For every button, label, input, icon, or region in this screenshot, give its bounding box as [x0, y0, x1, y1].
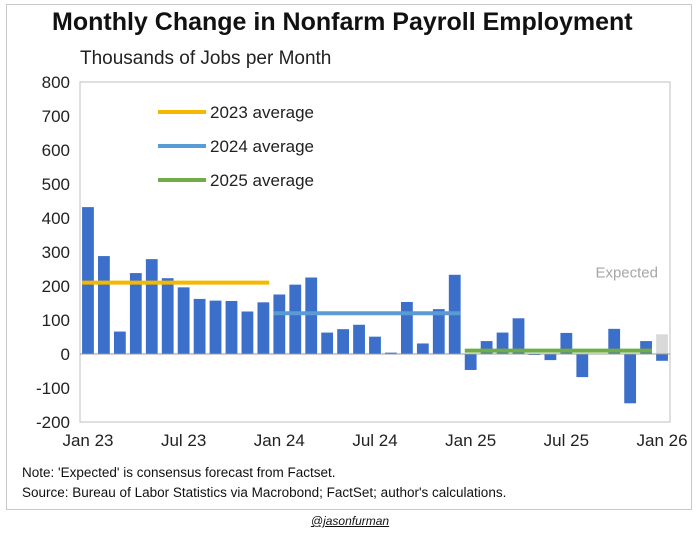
x-tick-label: Jul 24 [352, 431, 397, 450]
y-tick-label: 500 [42, 175, 70, 194]
chart-title: Monthly Change in Nonfarm Payroll Employ… [52, 8, 633, 36]
bar [98, 256, 110, 354]
bar [496, 332, 509, 354]
author-credit[interactable]: @jasonfurman [310, 514, 390, 528]
legend-label: 2024 average [210, 137, 314, 156]
bar [145, 259, 158, 354]
bar [608, 328, 621, 354]
y-tick-label: 700 [42, 107, 70, 126]
y-tick-label: 300 [42, 243, 70, 262]
bar [385, 352, 397, 354]
plot-area-border [79, 81, 671, 423]
bar [337, 329, 350, 354]
y-tick-label: 100 [42, 311, 70, 330]
y-tick-label: -100 [36, 379, 70, 398]
bar [161, 278, 174, 354]
bar [241, 311, 254, 354]
bar [177, 287, 190, 354]
y-tick-label: 600 [42, 141, 70, 160]
bar [560, 332, 573, 354]
bar [544, 354, 557, 361]
bar [480, 341, 493, 354]
bar [353, 324, 365, 354]
x-tick-label: Jan 25 [445, 431, 496, 450]
y-tick-label: 800 [42, 73, 70, 92]
x-tick-label: Jan 24 [254, 431, 305, 450]
bar [369, 336, 381, 354]
bar [576, 354, 589, 378]
chart-frame [6, 4, 692, 510]
bar [512, 318, 525, 354]
bar [82, 207, 94, 354]
note-text: Note: 'Expected' is consensus forecast f… [22, 465, 336, 480]
bar [400, 301, 413, 354]
bar [273, 294, 286, 354]
bar [416, 343, 429, 354]
bar [225, 300, 238, 354]
bar [305, 277, 318, 354]
chart-subtitle: Thousands of Jobs per Month [80, 48, 332, 69]
y-tick-label: -200 [36, 413, 70, 432]
y-tick-label: 0 [61, 345, 70, 364]
x-tick-label: Jan 23 [62, 431, 113, 450]
expected-bar [656, 334, 668, 354]
expected-label: Expected [595, 265, 658, 282]
bar [193, 298, 206, 354]
legend-label: 2023 average [210, 103, 314, 122]
x-tick-label: Jul 23 [161, 431, 206, 450]
bar [464, 354, 477, 370]
bar [321, 332, 334, 354]
bar [129, 273, 142, 354]
y-tick-label: 200 [42, 277, 70, 296]
bar [113, 331, 126, 354]
bar [257, 302, 270, 354]
x-tick-label: Jan 26 [637, 431, 688, 450]
bar [209, 300, 222, 354]
x-tick-label: Jul 25 [544, 431, 589, 450]
source-text: Source: Bureau of Labor Statistics via M… [22, 485, 507, 500]
bar [640, 341, 652, 354]
legend-label: 2025 average [210, 171, 314, 190]
bar [624, 354, 637, 404]
y-tick-label: 400 [42, 209, 70, 228]
bar [656, 354, 668, 361]
bar [432, 309, 445, 354]
bar [289, 284, 302, 354]
